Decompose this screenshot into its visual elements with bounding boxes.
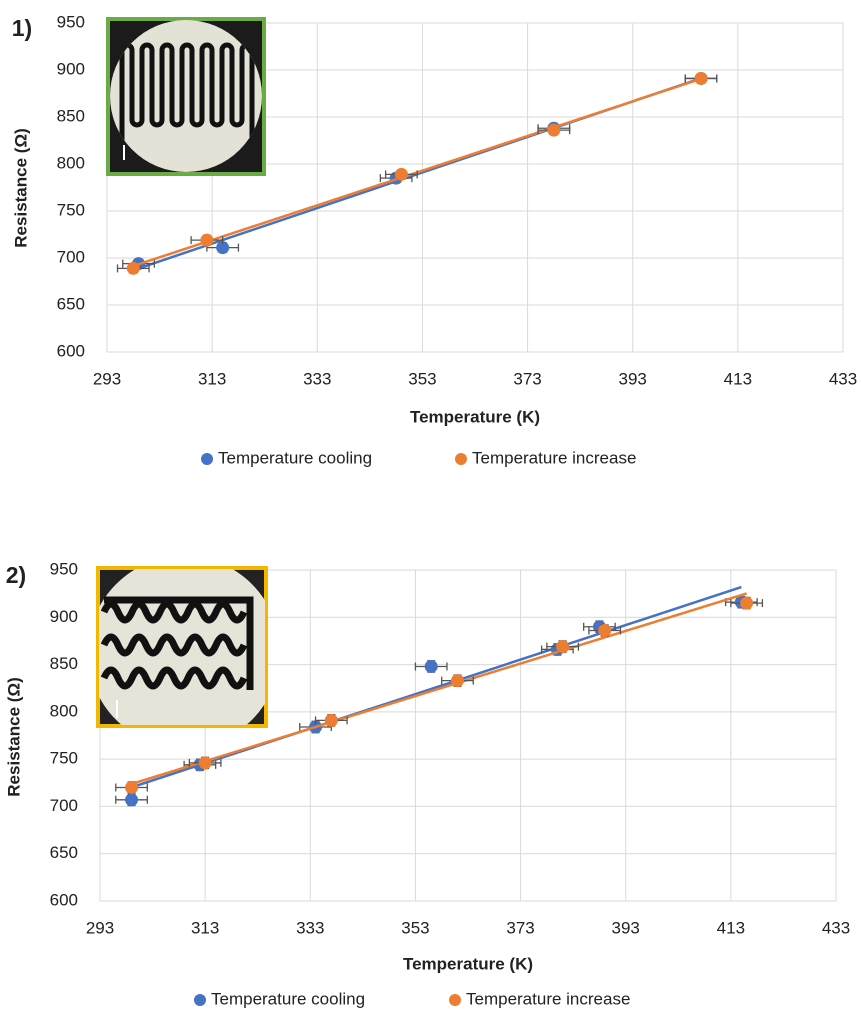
data-point	[547, 123, 561, 137]
x-tick-label: 373	[506, 918, 534, 937]
x-tick-label: 293	[86, 918, 114, 937]
y-tick-label: 950	[50, 559, 78, 578]
plot-marks	[115, 71, 764, 807]
x-tick-label: 393	[612, 918, 640, 937]
legend-label: Temperature cooling	[218, 448, 372, 467]
inset-photo-1	[106, 17, 266, 176]
trendline	[131, 592, 747, 786]
legend-marker	[201, 453, 213, 465]
x-axis-title: Temperature (K)	[403, 954, 533, 973]
data-point	[424, 659, 438, 673]
y-tick-label: 700	[50, 796, 78, 815]
y-tick-label: 600	[50, 890, 78, 909]
x-tick-label: 353	[408, 369, 436, 388]
x-tick-label: 373	[513, 369, 541, 388]
y-axis-title: Resistance (Ω)	[11, 128, 30, 247]
data-point	[450, 674, 464, 688]
x-tick-label: 313	[191, 918, 219, 937]
legend-label: Temperature increase	[466, 989, 630, 1008]
data-point	[125, 793, 139, 807]
x-tick-label: 333	[296, 918, 324, 937]
x-tick-label: 433	[822, 918, 850, 937]
x-tick-label: 413	[724, 369, 752, 388]
data-point	[216, 241, 230, 255]
y-tick-label: 800	[50, 701, 78, 720]
y-axis-title: Resistance (Ω)	[4, 677, 23, 796]
legend-label: Temperature cooling	[211, 989, 365, 1008]
x-tick-label: 333	[303, 369, 331, 388]
x-tick-label: 413	[717, 918, 745, 937]
legend-marker	[194, 994, 206, 1006]
y-tick-label: 600	[57, 341, 85, 360]
x-axis-title: Temperature (K)	[410, 407, 540, 426]
data-point	[740, 596, 754, 610]
y-tick-label: 700	[57, 247, 85, 266]
data-point	[198, 756, 212, 770]
x-tick-label: 313	[198, 369, 226, 388]
y-tick-label: 800	[57, 153, 85, 172]
data-point	[556, 640, 570, 654]
trendline	[131, 585, 742, 789]
data-point	[694, 71, 708, 85]
x-tick-label: 353	[401, 918, 429, 937]
y-tick-label: 750	[57, 200, 85, 219]
y-tick-label: 850	[50, 654, 78, 673]
inset-photo-2	[96, 566, 268, 728]
y-tick-label: 650	[50, 843, 78, 862]
data-point	[598, 624, 612, 638]
y-tick-label: 950	[57, 12, 85, 31]
data-point	[324, 713, 338, 727]
x-tick-label: 433	[829, 369, 857, 388]
data-point	[394, 167, 408, 181]
y-tick-label: 750	[50, 749, 78, 768]
y-tick-label: 650	[57, 294, 85, 313]
legend-marker	[449, 994, 461, 1006]
x-tick-label: 393	[619, 369, 647, 388]
x-tick-label: 293	[93, 369, 121, 388]
data-point	[126, 261, 140, 275]
legend-marker	[455, 453, 467, 465]
y-tick-label: 900	[57, 59, 85, 78]
data-point	[200, 233, 214, 247]
y-tick-label: 900	[50, 607, 78, 626]
panel-label: 2)	[6, 562, 26, 588]
y-tick-label: 850	[57, 106, 85, 125]
legend-label: Temperature increase	[472, 448, 636, 467]
data-point	[125, 781, 139, 795]
panel-label: 1)	[12, 15, 32, 41]
